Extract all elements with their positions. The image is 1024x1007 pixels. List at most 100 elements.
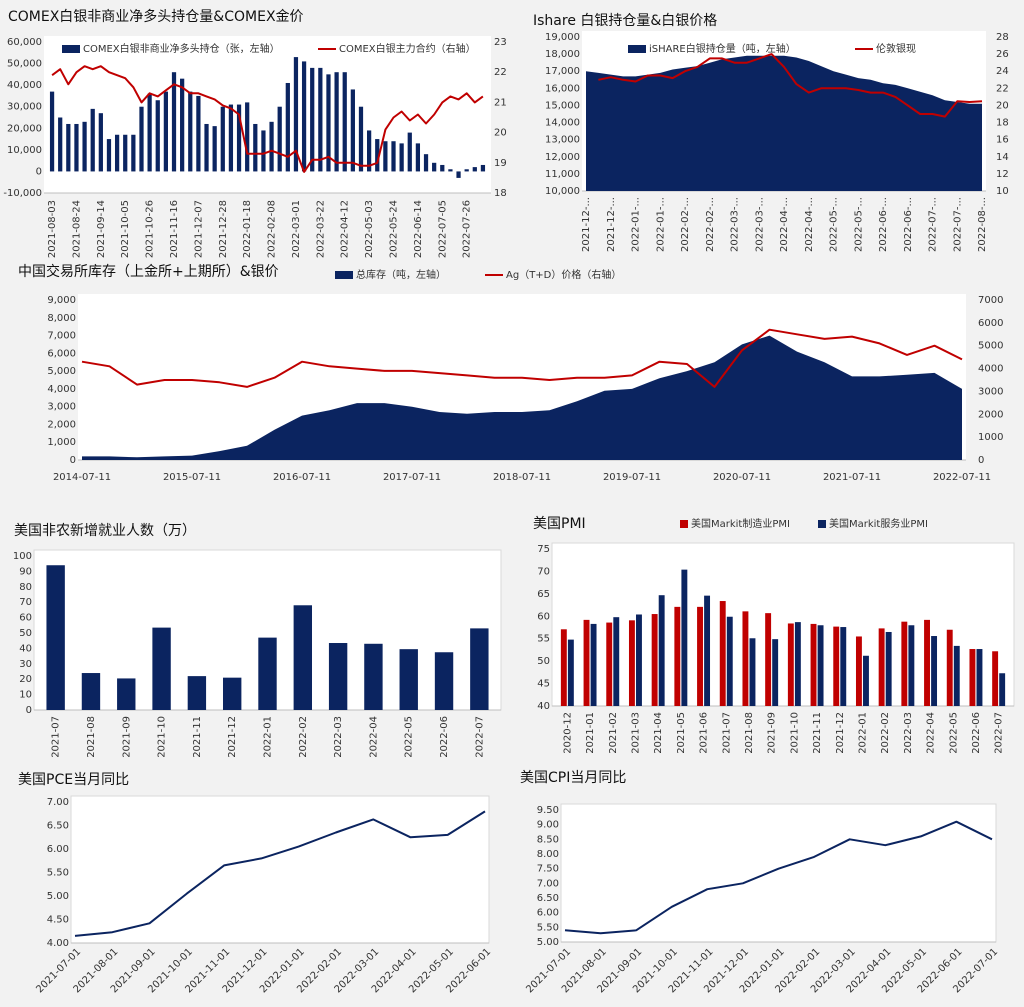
x-tick-label: 2017-07-11 <box>383 472 441 483</box>
y2-tick-label: 26 <box>996 49 1009 60</box>
bar <box>139 106 144 172</box>
x-tick-label: 2018-07-11 <box>493 472 551 483</box>
chart-title: 美国PMI <box>533 516 586 532</box>
x-tick-label: 2022-06 <box>439 716 450 758</box>
bar <box>628 620 635 706</box>
x-tick-label: 2022-06-... <box>903 197 914 252</box>
x-tick-label: 2021-05 <box>676 712 687 754</box>
x-tick-label: 2021-12-... <box>581 197 592 252</box>
bar <box>817 625 824 706</box>
bar <box>480 164 486 172</box>
y-tick-label: 4,000 <box>47 384 76 395</box>
x-tick-label: 2022-06 <box>971 712 982 754</box>
bar <box>681 569 688 706</box>
x-tick-label: 2022-02-... <box>705 197 716 252</box>
x-tick-label: 2021-11 <box>192 716 203 758</box>
bar <box>301 61 307 172</box>
y-tick-label: 6,000 <box>47 348 76 359</box>
y-tick-label: 10 <box>19 690 32 701</box>
y-tick-label: 9,000 <box>47 295 76 306</box>
bar <box>423 154 429 172</box>
y-tick-label: 6.50 <box>537 893 559 904</box>
y2-tick-label: 22 <box>494 67 507 78</box>
x-tick-label: 2021-08-24 <box>71 200 82 258</box>
bar <box>81 673 101 710</box>
y2-tick-label: 20 <box>494 128 507 139</box>
x-tick-label: 2021-12-28 <box>218 200 229 258</box>
x-tick-label: 2021-01 <box>585 712 596 754</box>
y-tick-label: 50 <box>537 656 550 667</box>
bar <box>606 622 613 706</box>
y-tick-label: 5.00 <box>47 891 69 902</box>
bar <box>375 139 380 172</box>
y-tick-label: 55 <box>537 634 550 645</box>
bar <box>220 106 225 172</box>
bar <box>310 67 315 172</box>
x-tick-label: 2021-11-16 <box>169 200 180 258</box>
bar <box>74 123 79 172</box>
y-tick-label: 50 <box>19 628 32 639</box>
bar <box>328 643 348 710</box>
y-tick-label: 17,000 <box>545 66 580 77</box>
plot-area <box>551 542 1015 707</box>
y-tick-label: 40,000 <box>7 80 42 91</box>
bar <box>163 91 168 172</box>
legend-marker <box>680 520 688 528</box>
x-tick-label: 2022-07 <box>994 712 1005 754</box>
bar <box>326 74 331 172</box>
y-tick-label: 6.00 <box>537 908 559 919</box>
bar <box>131 134 136 172</box>
y-tick-label: 7.50 <box>537 864 559 875</box>
x-tick-label: 2021-12 <box>835 712 846 754</box>
bar <box>440 164 445 172</box>
y-tick-label: 65 <box>537 589 550 600</box>
y-tick-label: 6.00 <box>47 844 69 855</box>
bar <box>269 121 274 172</box>
legend-marker <box>335 271 353 279</box>
y2-tick-label: 20 <box>996 100 1009 111</box>
bar <box>719 601 726 706</box>
bar <box>953 645 960 706</box>
y-tick-label: 9.00 <box>537 820 559 831</box>
y-tick-label: 9.50 <box>537 805 559 816</box>
y-tick-label: 7.00 <box>537 878 559 889</box>
bar <box>293 605 313 710</box>
y-tick-label: 0 <box>36 166 42 177</box>
bar <box>658 595 665 706</box>
y-tick-label: 75 <box>537 544 550 555</box>
bar <box>49 91 55 172</box>
legend-label: 美国Markit服务业PMI <box>829 517 928 530</box>
bar <box>285 82 290 172</box>
legend-label: 总库存（吨，左轴） <box>356 268 446 281</box>
x-tick-label: 2022-04-... <box>804 197 815 252</box>
bar <box>772 639 779 706</box>
legend-marker <box>628 45 646 53</box>
y2-tick-label: 2000 <box>978 409 1003 420</box>
y2-tick-label: 1000 <box>978 432 1003 443</box>
bar <box>931 636 938 706</box>
y2-tick-label: 23 <box>494 37 507 48</box>
y2-tick-label: 10 <box>996 186 1009 197</box>
y-tick-label: 5.50 <box>537 922 559 933</box>
line <box>564 820 993 935</box>
x-tick-label: 2021-07-11 <box>823 472 881 483</box>
bar <box>82 121 87 172</box>
y-tick-label: 40 <box>19 643 32 654</box>
y-tick-label: 50,000 <box>7 59 42 70</box>
x-tick-label: 2021-12 <box>227 716 238 758</box>
bar <box>924 619 930 706</box>
x-tick-label: 2021-08-03 <box>47 200 58 258</box>
bar <box>415 143 421 172</box>
x-tick-label: 2022-07-05 <box>437 200 448 258</box>
y-tick-label: 90 <box>19 566 32 577</box>
bar <box>187 676 207 710</box>
bar <box>147 93 152 172</box>
line <box>74 810 486 937</box>
y2-tick-label: 6000 <box>978 318 1003 329</box>
bar <box>472 167 477 172</box>
bar <box>98 113 103 172</box>
bar <box>196 95 201 172</box>
x-tick-label: 2022-03-... <box>754 197 765 252</box>
y-tick-label: 7,000 <box>47 331 76 342</box>
bar <box>334 72 339 172</box>
